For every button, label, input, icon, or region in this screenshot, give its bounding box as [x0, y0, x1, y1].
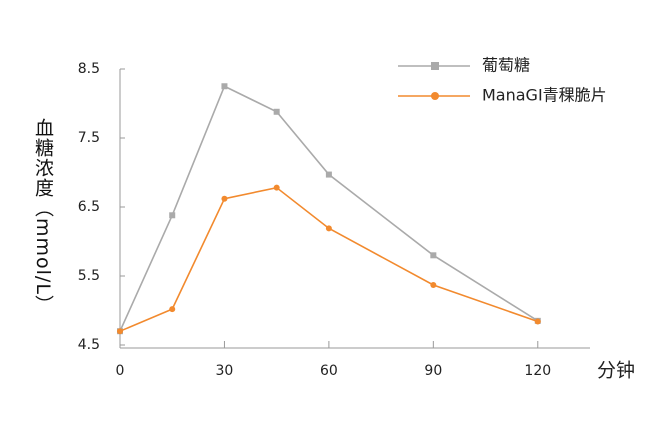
marker — [169, 212, 176, 219]
marker — [534, 318, 541, 325]
marker — [169, 306, 176, 313]
x-tick-label: 0 — [116, 363, 125, 379]
line — [119, 186, 539, 332]
x-tick-label: 60 — [320, 363, 338, 379]
marker — [273, 184, 280, 191]
x-tick-label: 120 — [524, 363, 551, 379]
legend-label: 葡萄糖 — [482, 56, 530, 75]
legend-marker — [431, 62, 439, 70]
marker — [221, 83, 228, 90]
legend-marker — [431, 92, 439, 100]
marker — [430, 281, 437, 288]
marker — [221, 195, 228, 202]
y-tick-label: 6.5 — [78, 199, 100, 215]
marker — [325, 171, 332, 178]
legend-label: ManaGI青稞脆片 — [482, 86, 607, 105]
y-tick-label: 7.5 — [78, 130, 100, 146]
y-tick-label: 8.5 — [78, 61, 100, 77]
line — [119, 85, 539, 332]
x-axis-label: 分钟 — [597, 360, 635, 382]
marker — [430, 252, 437, 259]
marker — [273, 108, 280, 115]
x-tick-label: 30 — [216, 363, 234, 379]
marker — [325, 225, 332, 232]
y-tick-label: 5.5 — [78, 268, 100, 284]
y-axis-label: 血糖浓度（mmol/L） — [32, 118, 54, 315]
marker — [117, 328, 123, 335]
x-tick-label: 90 — [424, 363, 442, 379]
y-tick-label: 4.5 — [78, 337, 100, 353]
